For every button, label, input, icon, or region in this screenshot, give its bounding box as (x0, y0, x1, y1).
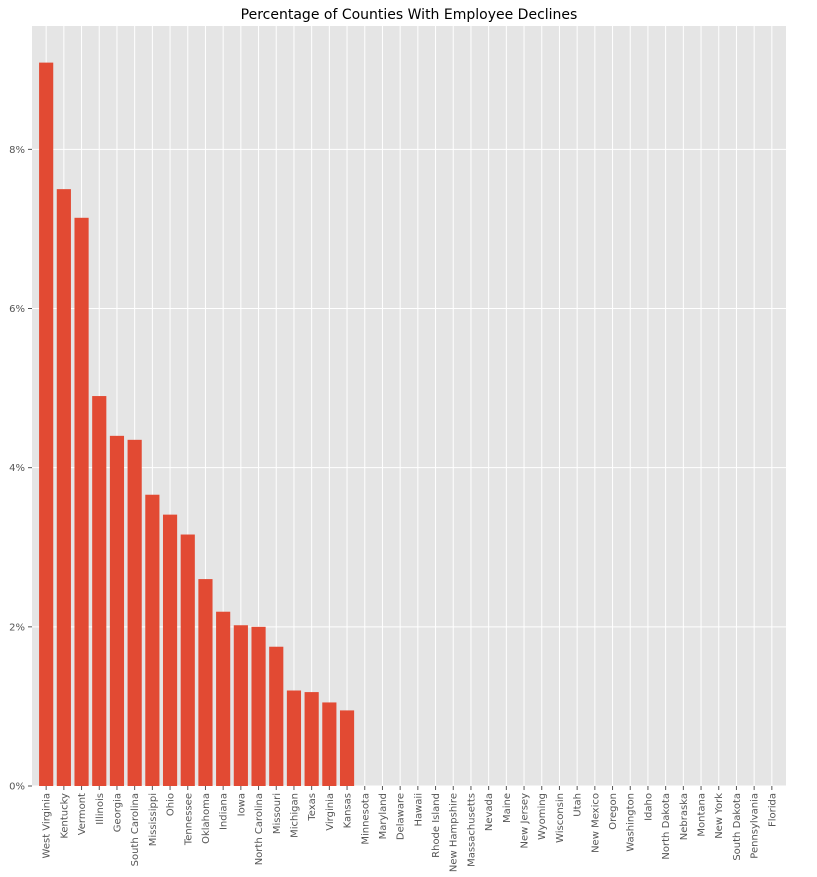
x-tick-label: Nebraska (679, 793, 690, 840)
x-tick-label: Minnesota (360, 793, 371, 845)
x-tick-label: Oklahoma (201, 793, 212, 844)
x-tick-label: Indiana (219, 793, 230, 830)
bar (162, 514, 178, 786)
x-tick-label: Nevada (484, 793, 495, 831)
bar (39, 62, 54, 787)
bar (216, 611, 231, 786)
x-tick-label: Wisconsin (555, 793, 566, 843)
y-tick-label: 8% (9, 145, 25, 156)
bar (180, 534, 195, 786)
x-tick-label: New York (714, 793, 725, 839)
x-tick-label: Vermont (77, 793, 88, 835)
x-tick-label: Iowa (236, 793, 247, 816)
x-tick-label: Delaware (396, 793, 407, 840)
bar (92, 396, 107, 786)
bar (233, 625, 248, 786)
bar (322, 702, 337, 786)
x-tick-label: Wyoming (537, 793, 548, 840)
chart-title: Percentage of Counties With Employee Dec… (241, 7, 578, 23)
plot-background (32, 26, 786, 786)
bar (127, 439, 142, 786)
x-tick-label: Maryland (378, 793, 389, 839)
x-tick-label: West Virginia (42, 793, 53, 858)
x-tick-label: Missouri (272, 793, 283, 834)
x-axis-ticks: West Virginia Kentucky Vermont Illinois Geor… (42, 786, 778, 872)
x-tick-label: Tennessee (183, 793, 194, 846)
x-tick-label: South Dakota (732, 793, 743, 861)
x-tick-label: Hawaii (413, 793, 424, 827)
x-tick-label: North Carolina (254, 793, 265, 865)
x-tick-label: Ohio (166, 793, 177, 816)
x-tick-label: Rhode Island (431, 793, 442, 858)
x-tick-label: Michigan (289, 793, 300, 838)
bar (145, 494, 160, 786)
y-axis-ticks: 0% 2% 4% 6% 8% (9, 145, 32, 793)
x-tick-label: Georgia (112, 793, 123, 832)
x-tick-label: Maine (502, 793, 513, 823)
bar (251, 626, 266, 786)
y-tick-label: 4% (9, 463, 25, 474)
x-tick-label: Oregon (608, 793, 619, 830)
x-tick-label: Texas (307, 793, 318, 822)
x-tick-label: Virginia (325, 793, 336, 831)
x-tick-label: Idaho (643, 793, 654, 821)
bar (109, 435, 125, 786)
x-tick-label: Utah (573, 793, 584, 817)
y-tick-label: 0% (9, 782, 25, 793)
y-tick-label: 6% (9, 304, 25, 315)
x-tick-label: New Hampshire (449, 793, 460, 872)
bar (56, 189, 71, 786)
y-tick-label: 2% (9, 622, 25, 633)
x-tick-label: Kansas (343, 793, 354, 828)
x-tick-label: South Carolina (130, 793, 141, 866)
bar (198, 579, 213, 786)
x-tick-label: Pennsylvania (750, 793, 761, 859)
x-tick-label: North Dakota (661, 793, 672, 860)
bar (339, 710, 355, 786)
x-tick-label: New Mexico (590, 793, 601, 853)
bar (304, 692, 319, 786)
x-tick-label: Washington (626, 793, 637, 852)
bars-group (39, 62, 355, 787)
x-tick-label: Illinois (95, 793, 106, 825)
bar (269, 646, 284, 786)
x-tick-label: New Jersey (520, 793, 531, 849)
x-tick-label: Florida (767, 793, 778, 827)
bar (286, 690, 302, 786)
bar (74, 217, 89, 786)
x-tick-label: Mississippi (148, 793, 159, 846)
x-tick-label: Montana (697, 793, 708, 837)
x-tick-label: Massachusetts (466, 793, 477, 867)
x-tick-label: Kentucky (59, 793, 70, 839)
